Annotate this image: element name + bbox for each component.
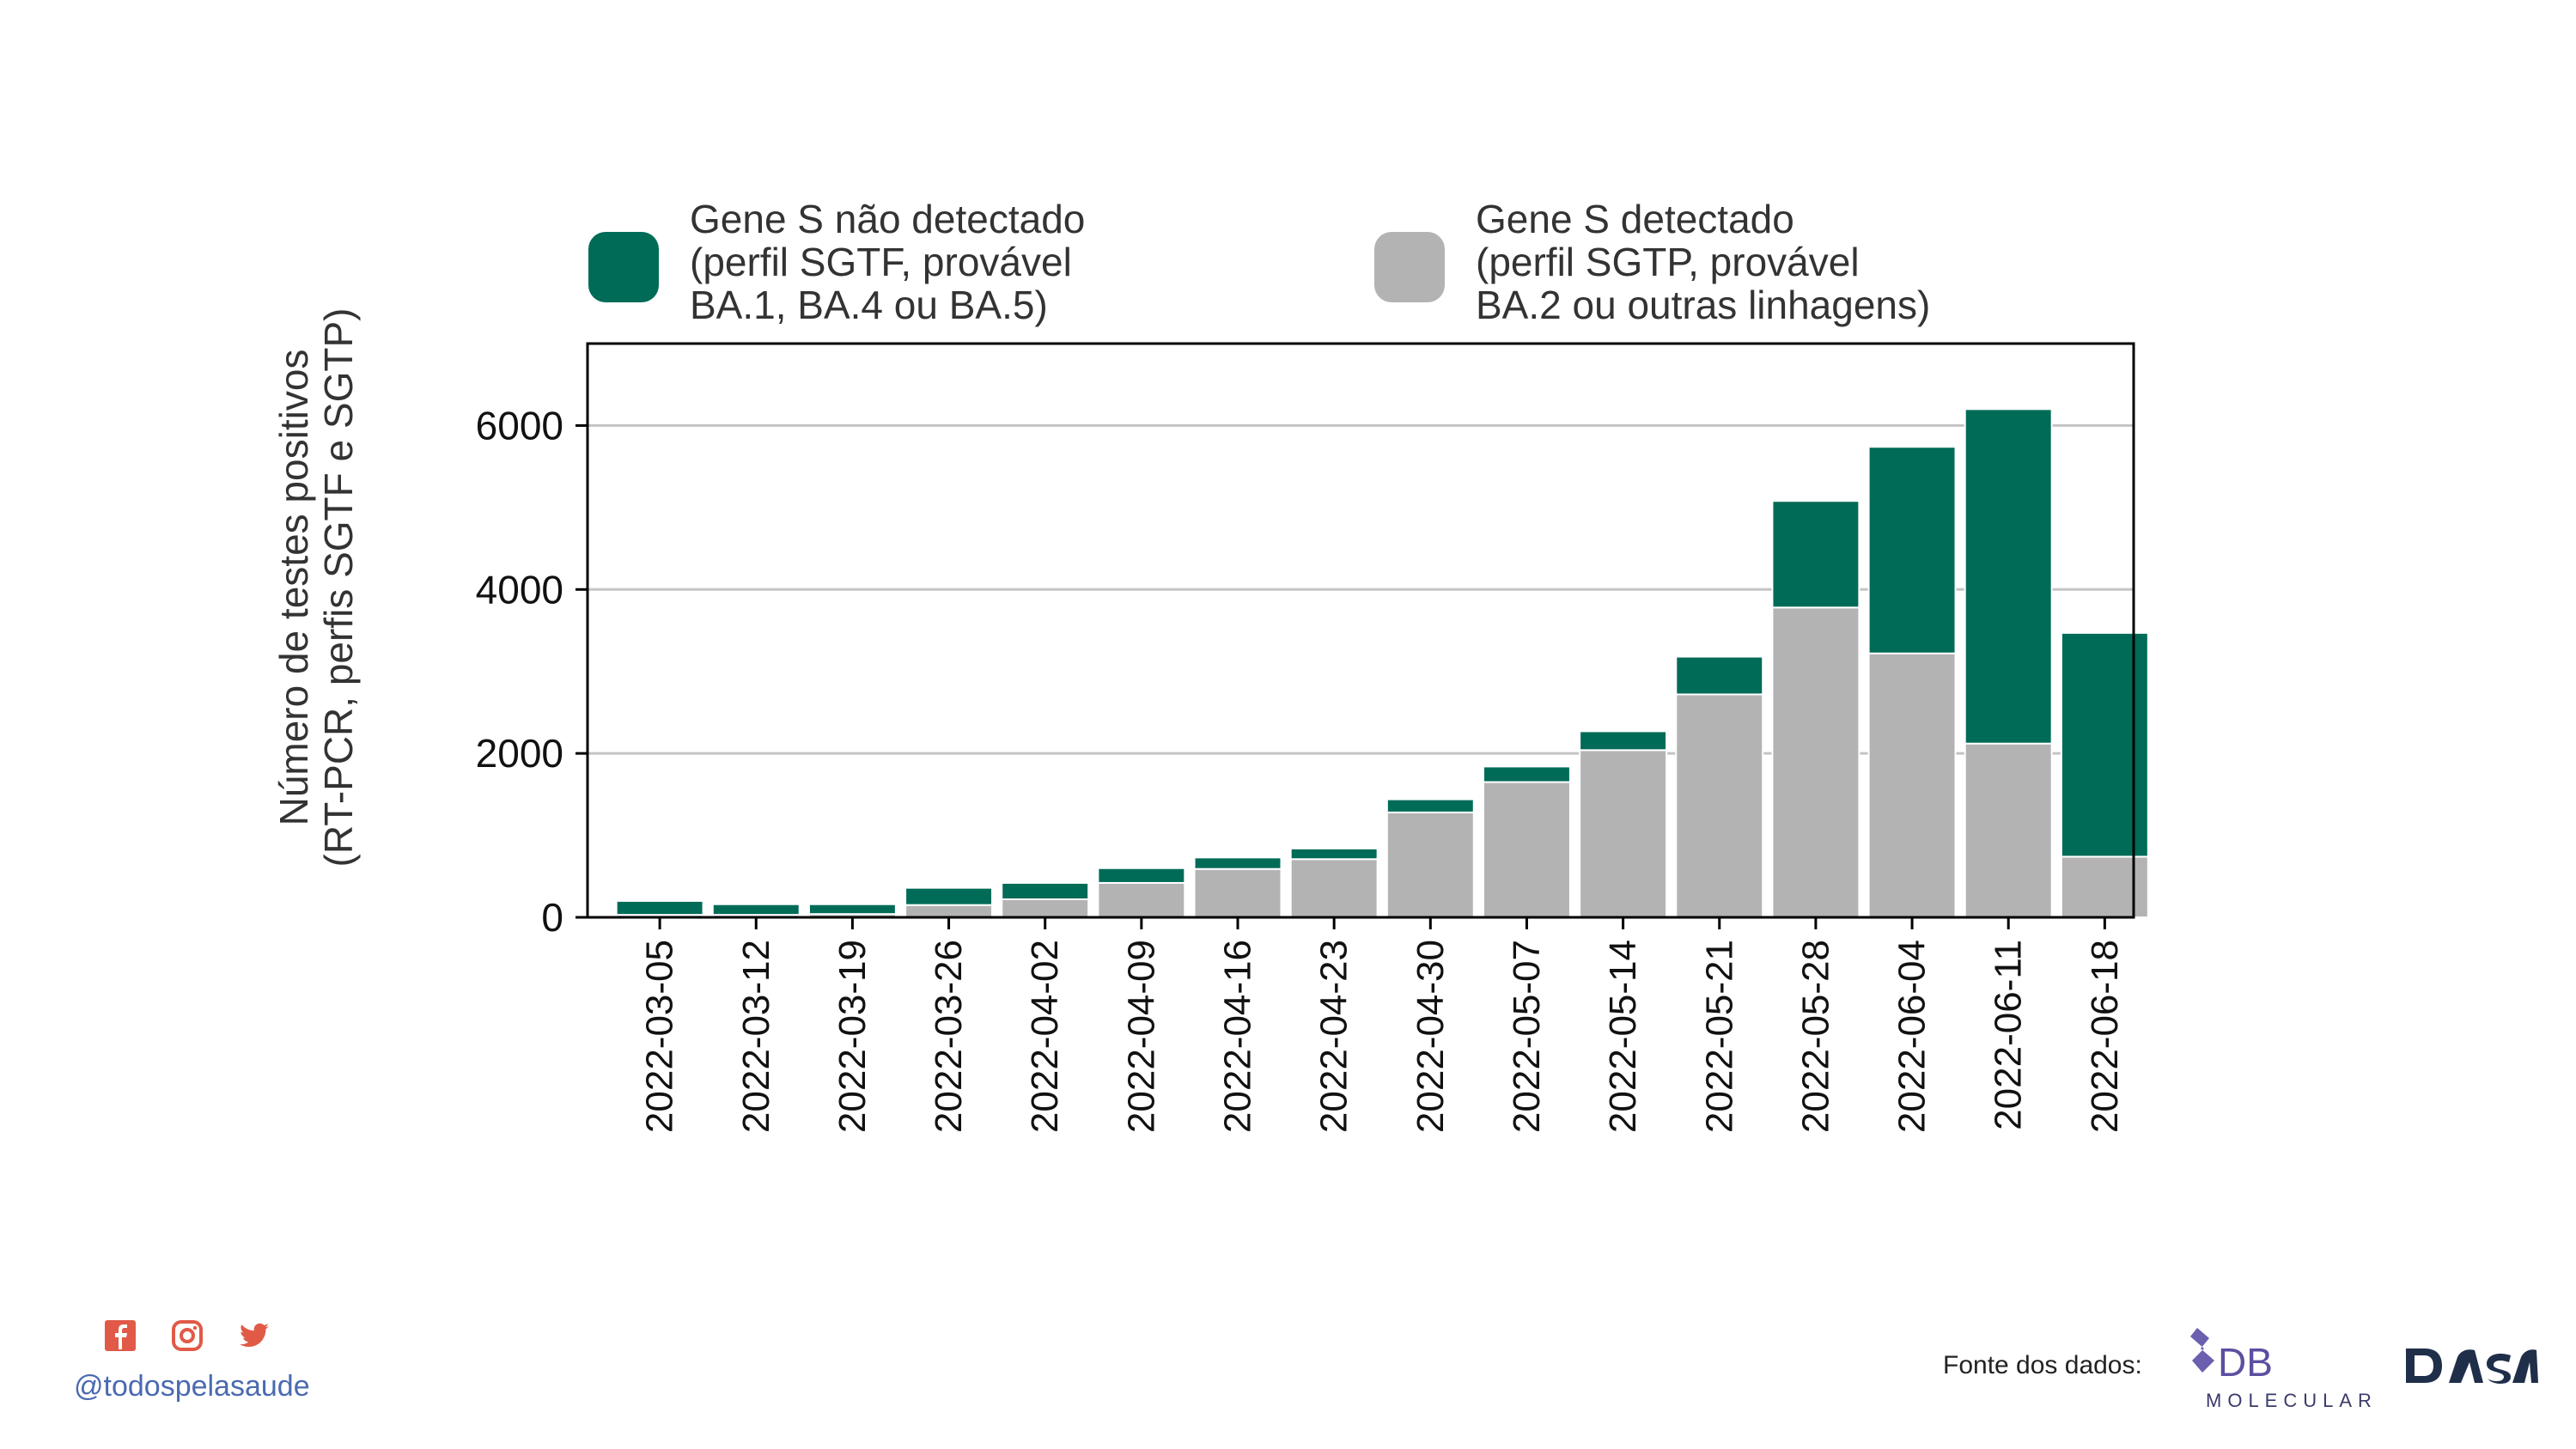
x-tick-label: 2022-06-18 bbox=[2084, 940, 2126, 1133]
legend-item-sgtp: Gene S detectado (perfil SGTP, provável … bbox=[1374, 198, 1930, 326]
x-tick-label: 2022-04-30 bbox=[1410, 940, 1452, 1133]
legend-label-sgtp: Gene S detectado (perfil SGTP, provável … bbox=[1476, 197, 1931, 327]
bar-sgtf bbox=[807, 903, 897, 916]
plot-frame bbox=[586, 342, 2135, 919]
x-tick-label: 2022-05-28 bbox=[1794, 940, 1836, 1133]
legend-item-sgtf: Gene S não detectado (perfil SGTF, prová… bbox=[588, 198, 1085, 326]
social-handle[interactable]: @todospelasaude bbox=[74, 1370, 310, 1403]
y-axis-label: (RT-PCR, perfis SGTF e SGTP) bbox=[316, 308, 361, 868]
bar-sgtf bbox=[1771, 500, 1860, 609]
data-source-label: Fonte dos dados: bbox=[1943, 1351, 2142, 1379]
bar-sgtp bbox=[1097, 881, 1186, 919]
svg-text:MOLECULAR: MOLECULAR bbox=[2206, 1390, 2378, 1411]
legend-swatch-sgtp bbox=[1374, 232, 1445, 302]
x-tick-label: 2022-04-02 bbox=[1024, 940, 1066, 1133]
bar-sgtf bbox=[1482, 765, 1571, 783]
y-tick-label: 4000 bbox=[476, 567, 563, 612]
dasa-logo bbox=[2406, 1349, 2538, 1384]
y-tick-label: 2000 bbox=[476, 731, 563, 776]
bar-sgtp bbox=[1675, 693, 1764, 918]
y-axis-label: Número de testes positivos bbox=[271, 350, 316, 826]
legend-label-sgtf: Gene S não detectado (perfil SGTF, prová… bbox=[690, 197, 1086, 327]
y-tick-label: 0 bbox=[541, 895, 563, 940]
y-tick-label: 6000 bbox=[476, 403, 563, 447]
bar-sgtf bbox=[1675, 655, 1764, 696]
bar-sgtf bbox=[2060, 631, 2149, 858]
x-tick-label: 2022-03-19 bbox=[831, 940, 874, 1133]
twitter-icon[interactable] bbox=[237, 1318, 271, 1353]
x-tick-label: 2022-05-21 bbox=[1698, 940, 1740, 1133]
bar-sgtf bbox=[1097, 867, 1186, 884]
bar-sgtp bbox=[1385, 811, 1475, 919]
bar-sgtp bbox=[904, 904, 994, 918]
bar-sgtp bbox=[1001, 898, 1090, 919]
bar-sgtf bbox=[1867, 446, 1957, 654]
bar-sgtf bbox=[1193, 856, 1282, 870]
bar-sgtf bbox=[1385, 798, 1475, 813]
bar-sgtp bbox=[1289, 858, 1379, 919]
x-tick-label: 2022-03-05 bbox=[639, 940, 681, 1133]
bar-sgtp bbox=[2060, 855, 2149, 919]
svg-text:DB: DB bbox=[2218, 1340, 2273, 1385]
bar-sgtf bbox=[1001, 881, 1090, 901]
bar-sgtp bbox=[1193, 868, 1282, 918]
bar-sgtf bbox=[711, 903, 801, 916]
x-tick-label: 2022-05-07 bbox=[1506, 940, 1548, 1133]
bar-sgtf bbox=[904, 886, 994, 906]
bar-sgtf bbox=[1289, 847, 1379, 861]
bar-sgtp bbox=[1771, 606, 1860, 919]
x-tick-label: 2022-04-09 bbox=[1120, 940, 1162, 1133]
bar-sgtp bbox=[1964, 742, 2053, 918]
facebook-icon[interactable] bbox=[103, 1318, 137, 1353]
legend-swatch-sgtf bbox=[588, 232, 659, 302]
x-tick-label: 2022-03-26 bbox=[928, 940, 970, 1133]
x-tick-label: 2022-04-23 bbox=[1313, 940, 1355, 1133]
db-molecular-logo: DB MOLECULAR bbox=[2190, 1328, 2378, 1411]
bar-sgtp bbox=[1579, 749, 1668, 919]
bar-sgtf bbox=[1964, 408, 2053, 745]
bar-sgtf bbox=[615, 899, 704, 916]
instagram-icon[interactable] bbox=[170, 1318, 204, 1353]
x-tick-label: 2022-06-04 bbox=[1891, 940, 1934, 1133]
bar-sgtp bbox=[1867, 652, 1957, 918]
bar-sgtp bbox=[1482, 781, 1571, 918]
x-tick-label: 2022-05-14 bbox=[1602, 940, 1644, 1133]
x-tick-label: 2022-04-16 bbox=[1217, 940, 1259, 1133]
bar-sgtf bbox=[1579, 730, 1668, 752]
social-links bbox=[103, 1318, 271, 1353]
x-tick-label: 2022-03-12 bbox=[735, 940, 777, 1133]
x-tick-label: 2022-06-11 bbox=[1988, 940, 2030, 1130]
